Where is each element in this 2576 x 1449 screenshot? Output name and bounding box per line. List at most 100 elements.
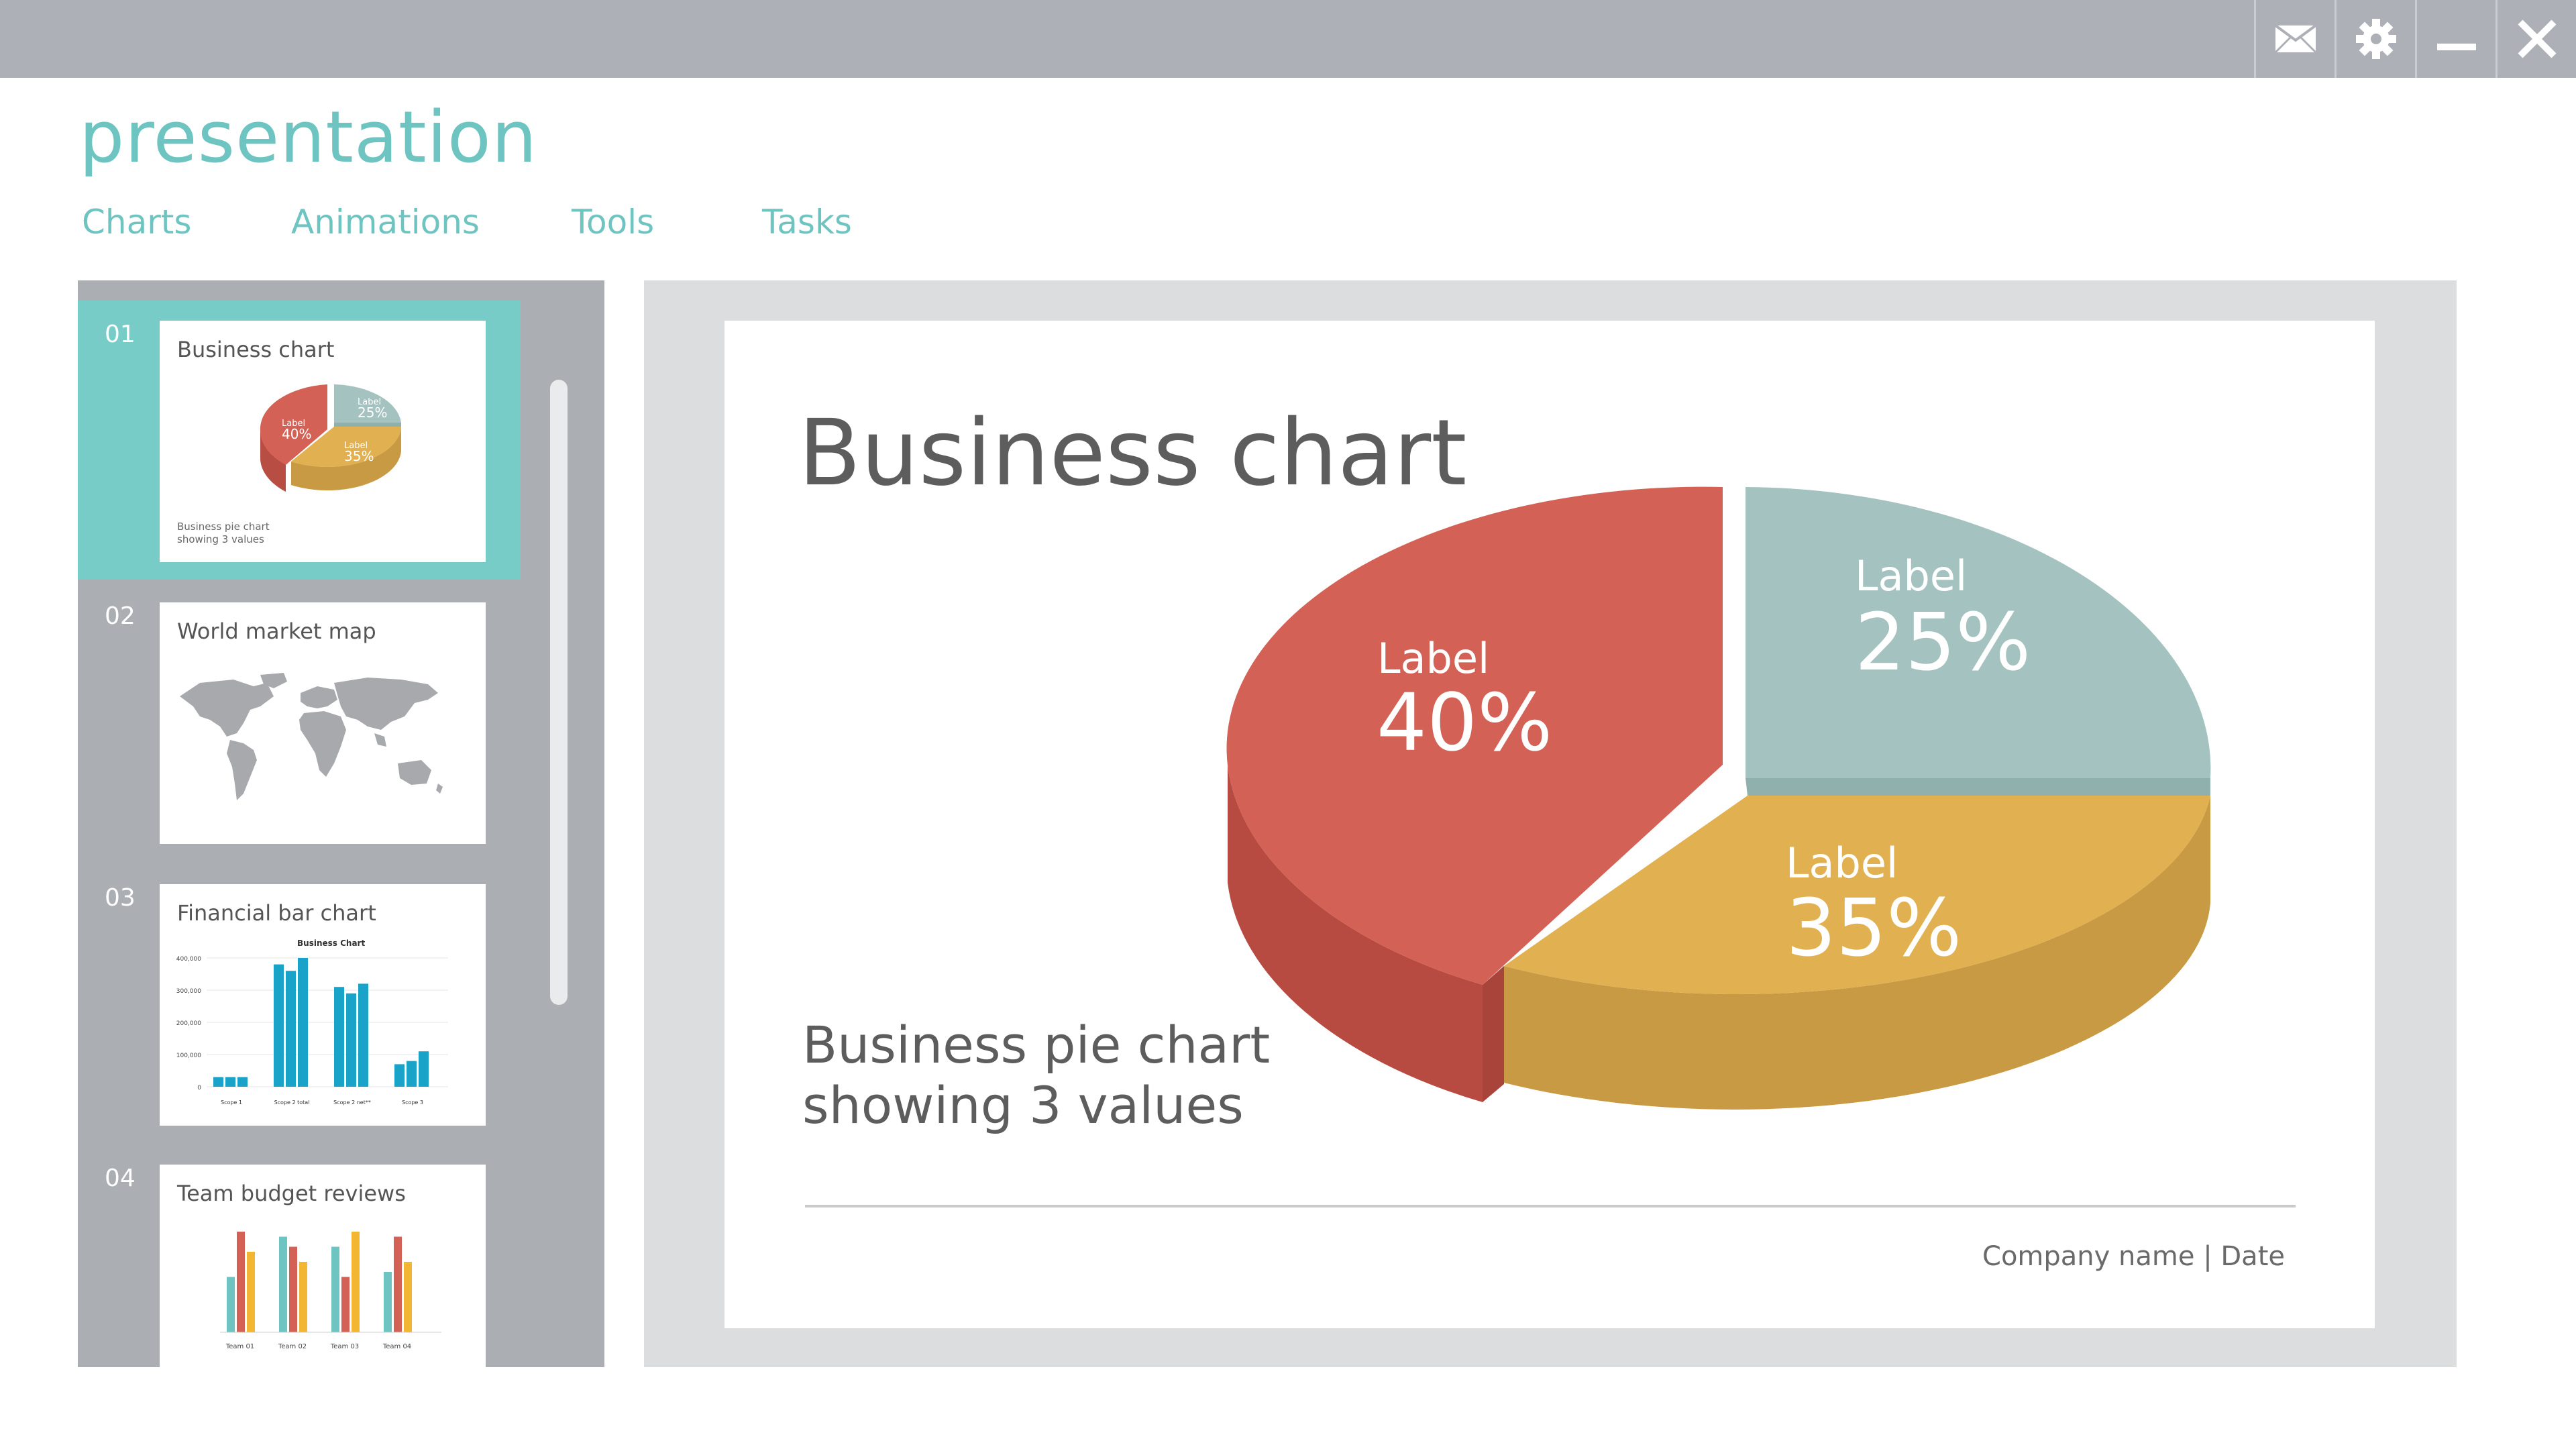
slide-number: 04 xyxy=(105,1165,136,1192)
thumb-label-40: Label xyxy=(282,419,305,429)
thumb-team-chart: Team 01 Team 02 Team 03 Team 04 xyxy=(220,1232,441,1350)
y-tick-label: 200,000 xyxy=(176,1020,201,1027)
current-slide[interactable]: Business chart Business pie chart showin… xyxy=(724,321,2375,1328)
pie-label-40: Label xyxy=(1377,634,1489,683)
footer-divider xyxy=(805,1205,2296,1208)
thumb-value-40: 40% xyxy=(282,426,311,442)
bar xyxy=(213,1077,223,1087)
slide-footer[interactable]: Company name | Date xyxy=(1982,1241,2285,1272)
pie-chart[interactable]: Label 40% Label 25% Label 35% xyxy=(724,321,2375,1328)
slide-thumbnail-04[interactable]: 04 Team budget reviews Team 01 Team 02 Tea… xyxy=(78,1144,521,1367)
mail-icon xyxy=(2274,24,2317,54)
pie-value-40: 40% xyxy=(1377,676,1552,769)
slide-number: 02 xyxy=(105,602,136,630)
slide-subtitle-line1: Business pie chart xyxy=(802,1015,1271,1075)
x-group-label: Team 02 xyxy=(278,1343,307,1350)
bar xyxy=(225,1077,235,1087)
close-button[interactable] xyxy=(2496,0,2576,78)
slide-number: 01 xyxy=(105,321,136,348)
thumb-value-35: 35% xyxy=(344,448,374,464)
close-icon xyxy=(2518,19,2557,58)
bar xyxy=(352,1232,360,1332)
menu-tasks[interactable]: Tasks xyxy=(762,203,852,241)
bar xyxy=(279,1236,287,1332)
pie-label-25: Label xyxy=(1855,551,1967,600)
thumb-bar-chart: Business Chart 400,000 300,000 200,000 100,… xyxy=(176,938,448,1106)
thumb-bar-chart-title: Business Chart xyxy=(297,938,365,948)
bar xyxy=(227,1277,235,1332)
menu-animations[interactable]: Animations xyxy=(291,203,480,241)
settings-button[interactable] xyxy=(2334,0,2416,78)
bar xyxy=(274,964,284,1087)
x-group-label: Scope 2 net** xyxy=(333,1099,371,1106)
bar xyxy=(289,1246,297,1332)
world-map-image xyxy=(180,673,443,800)
slide-subtitle[interactable]: Business pie chart showing 3 values xyxy=(802,1015,1339,1136)
y-tick-label: 0 xyxy=(197,1085,201,1091)
pie-value-25: 25% xyxy=(1855,596,2031,688)
pie-slice-40-side xyxy=(1228,765,1483,1102)
bar xyxy=(341,1277,350,1332)
bar xyxy=(407,1061,417,1087)
thumb-label-35: Label xyxy=(344,441,368,451)
pie-slice-40[interactable] xyxy=(1226,486,1723,985)
bar xyxy=(237,1232,245,1332)
slide-subtitle-line2: showing 3 values xyxy=(802,1075,1244,1135)
pie-value-35: 35% xyxy=(1786,881,1962,974)
minimize-icon xyxy=(2437,44,2476,50)
slide-thumbnail-02[interactable]: 02 World market map xyxy=(78,582,521,864)
mail-button[interactable] xyxy=(2254,0,2335,78)
slide-thumbnail-01[interactable]: 01 Business chart Label 40% Label 25% La… xyxy=(78,301,521,580)
bar xyxy=(247,1252,255,1332)
sidebar-scrollbar[interactable] xyxy=(550,380,568,1005)
app-title: presentation xyxy=(79,96,537,178)
window-title-bar xyxy=(0,0,2576,78)
slide-preview: Team budget reviews Team 01 Team 02 Team 0… xyxy=(160,1165,486,1367)
slide-editor-area: Business chart Business pie chart showin… xyxy=(644,280,2457,1367)
y-tick-label: 100,000 xyxy=(176,1053,201,1059)
bar xyxy=(299,1262,307,1332)
menu-charts[interactable]: Charts xyxy=(82,203,192,241)
bar xyxy=(331,1246,339,1332)
minimize-button[interactable] xyxy=(2415,0,2496,78)
x-group-label: Team 03 xyxy=(330,1343,359,1350)
slide-thumb-note: Business pie chart showing 3 values xyxy=(177,521,270,545)
thumb-pie-chart: Label 40% Label 25% Label 35% xyxy=(260,384,401,492)
slide-preview: Financial bar chart Business Chart 400,0… xyxy=(160,884,486,1126)
slide-title[interactable]: Business chart xyxy=(798,400,1467,506)
bar xyxy=(298,958,308,1087)
bar xyxy=(404,1262,412,1332)
bar xyxy=(384,1272,392,1332)
pie-label-35: Label xyxy=(1786,839,1898,888)
slide-preview: World market map xyxy=(160,602,486,844)
y-tick-label: 400,000 xyxy=(176,956,201,963)
pie-slice-35[interactable] xyxy=(1504,796,2210,995)
y-tick-label: 300,000 xyxy=(176,988,201,995)
x-group-label: Scope 1 xyxy=(221,1099,242,1106)
slide-preview: Business chart Label 40% Label 25% Label… xyxy=(160,321,486,562)
bar xyxy=(346,993,356,1087)
slide-thumbnail-03[interactable]: 03 Financial bar chart Business Chart 40… xyxy=(78,864,521,1146)
slide-number: 03 xyxy=(105,884,136,912)
slide-thumb-title: World market map xyxy=(177,619,376,644)
bar xyxy=(394,1064,405,1087)
x-group-label: Team 04 xyxy=(382,1343,411,1350)
slide-thumb-title: Business chart xyxy=(177,337,335,362)
bar xyxy=(419,1051,429,1087)
gear-icon xyxy=(2356,19,2396,59)
pie-slice-35-side xyxy=(1504,796,2210,1110)
x-group-label: Scope 3 xyxy=(402,1099,423,1106)
slide-thumb-title: Financial bar chart xyxy=(177,900,376,926)
pie-slice-40-edge xyxy=(1483,966,1504,1102)
bar xyxy=(286,971,296,1087)
slide-thumb-title: Team budget reviews xyxy=(177,1181,406,1206)
pie-slice-25-side xyxy=(1746,778,2210,796)
pie-slice-25[interactable] xyxy=(1746,487,2211,778)
bar xyxy=(394,1236,402,1332)
menu-tools[interactable]: Tools xyxy=(572,203,655,241)
bar xyxy=(237,1077,248,1087)
slide-thumbnail-panel: 01 Business chart Label 40% Label 25% La… xyxy=(78,280,604,1367)
bar xyxy=(358,983,368,1087)
thumb-value-25: 25% xyxy=(358,405,387,421)
bar xyxy=(334,987,344,1087)
